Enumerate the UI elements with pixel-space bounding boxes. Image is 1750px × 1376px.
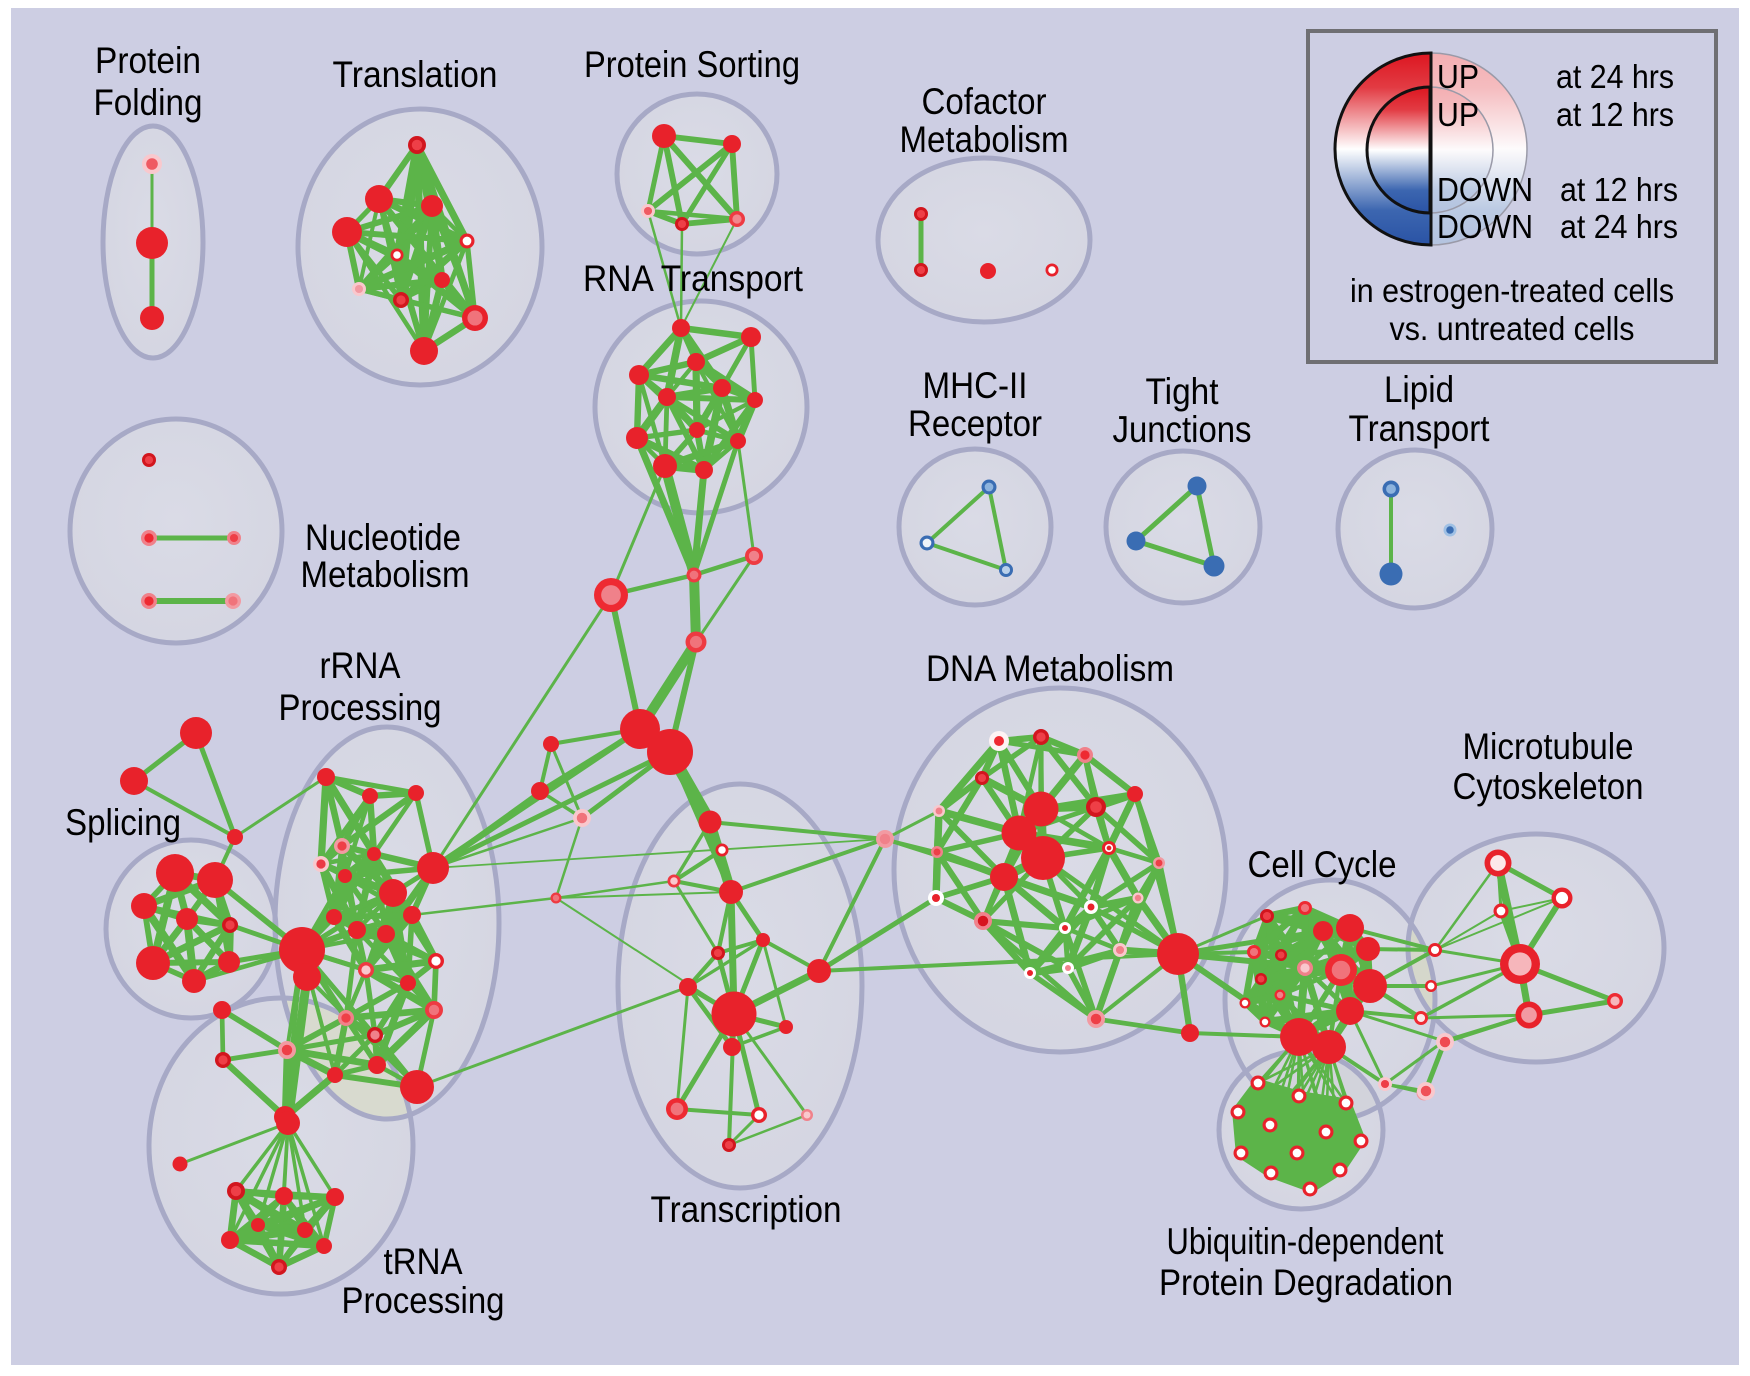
svg-text:at 24 hrs: at 24 hrs (1560, 209, 1678, 246)
svg-text:in estrogen-treated cells: in estrogen-treated cells (1350, 273, 1674, 310)
svg-text:Microtubule: Microtubule (1463, 726, 1634, 767)
svg-text:tRNA: tRNA (384, 1241, 463, 1282)
svg-text:Tight: Tight (1146, 371, 1220, 412)
svg-text:Receptor: Receptor (908, 403, 1042, 444)
svg-text:DOWN: DOWN (1437, 172, 1533, 209)
svg-text:Junctions: Junctions (1113, 409, 1252, 450)
svg-text:Protein Degradation: Protein Degradation (1159, 1262, 1453, 1303)
svg-text:DNA Metabolism: DNA Metabolism (926, 648, 1174, 689)
svg-text:Splicing: Splicing (65, 802, 181, 843)
svg-text:Ubiquitin-dependent: Ubiquitin-dependent (1167, 1221, 1445, 1262)
svg-text:UP: UP (1437, 97, 1479, 134)
svg-text:MHC-II: MHC-II (923, 365, 1028, 406)
svg-text:Cytoskeleton: Cytoskeleton (1453, 766, 1644, 807)
svg-text:Transport: Transport (1349, 408, 1491, 449)
svg-text:rRNA: rRNA (320, 645, 401, 686)
svg-text:RNA Transport: RNA Transport (583, 258, 804, 299)
svg-text:Metabolism: Metabolism (900, 119, 1069, 160)
svg-text:Processing: Processing (279, 687, 442, 728)
svg-text:Cofactor: Cofactor (922, 81, 1047, 122)
svg-text:Cell Cycle: Cell Cycle (1248, 844, 1397, 885)
svg-text:Transcription: Transcription (651, 1189, 842, 1230)
svg-text:DOWN: DOWN (1437, 209, 1533, 246)
svg-text:Folding: Folding (94, 82, 203, 123)
svg-text:UP: UP (1437, 59, 1479, 96)
svg-text:Metabolism: Metabolism (301, 554, 470, 595)
svg-text:vs. untreated cells: vs. untreated cells (1390, 311, 1635, 348)
svg-text:Processing: Processing (342, 1280, 505, 1321)
svg-text:Nucleotide: Nucleotide (305, 517, 461, 558)
svg-text:Protein Sorting: Protein Sorting (584, 44, 800, 85)
svg-text:at 12 hrs: at 12 hrs (1556, 97, 1674, 134)
svg-text:at 24 hrs: at 24 hrs (1556, 59, 1674, 96)
svg-text:Lipid: Lipid (1384, 369, 1454, 410)
svg-text:Protein: Protein (95, 40, 201, 81)
svg-text:Translation: Translation (333, 54, 498, 95)
svg-text:at 12 hrs: at 12 hrs (1560, 172, 1678, 209)
